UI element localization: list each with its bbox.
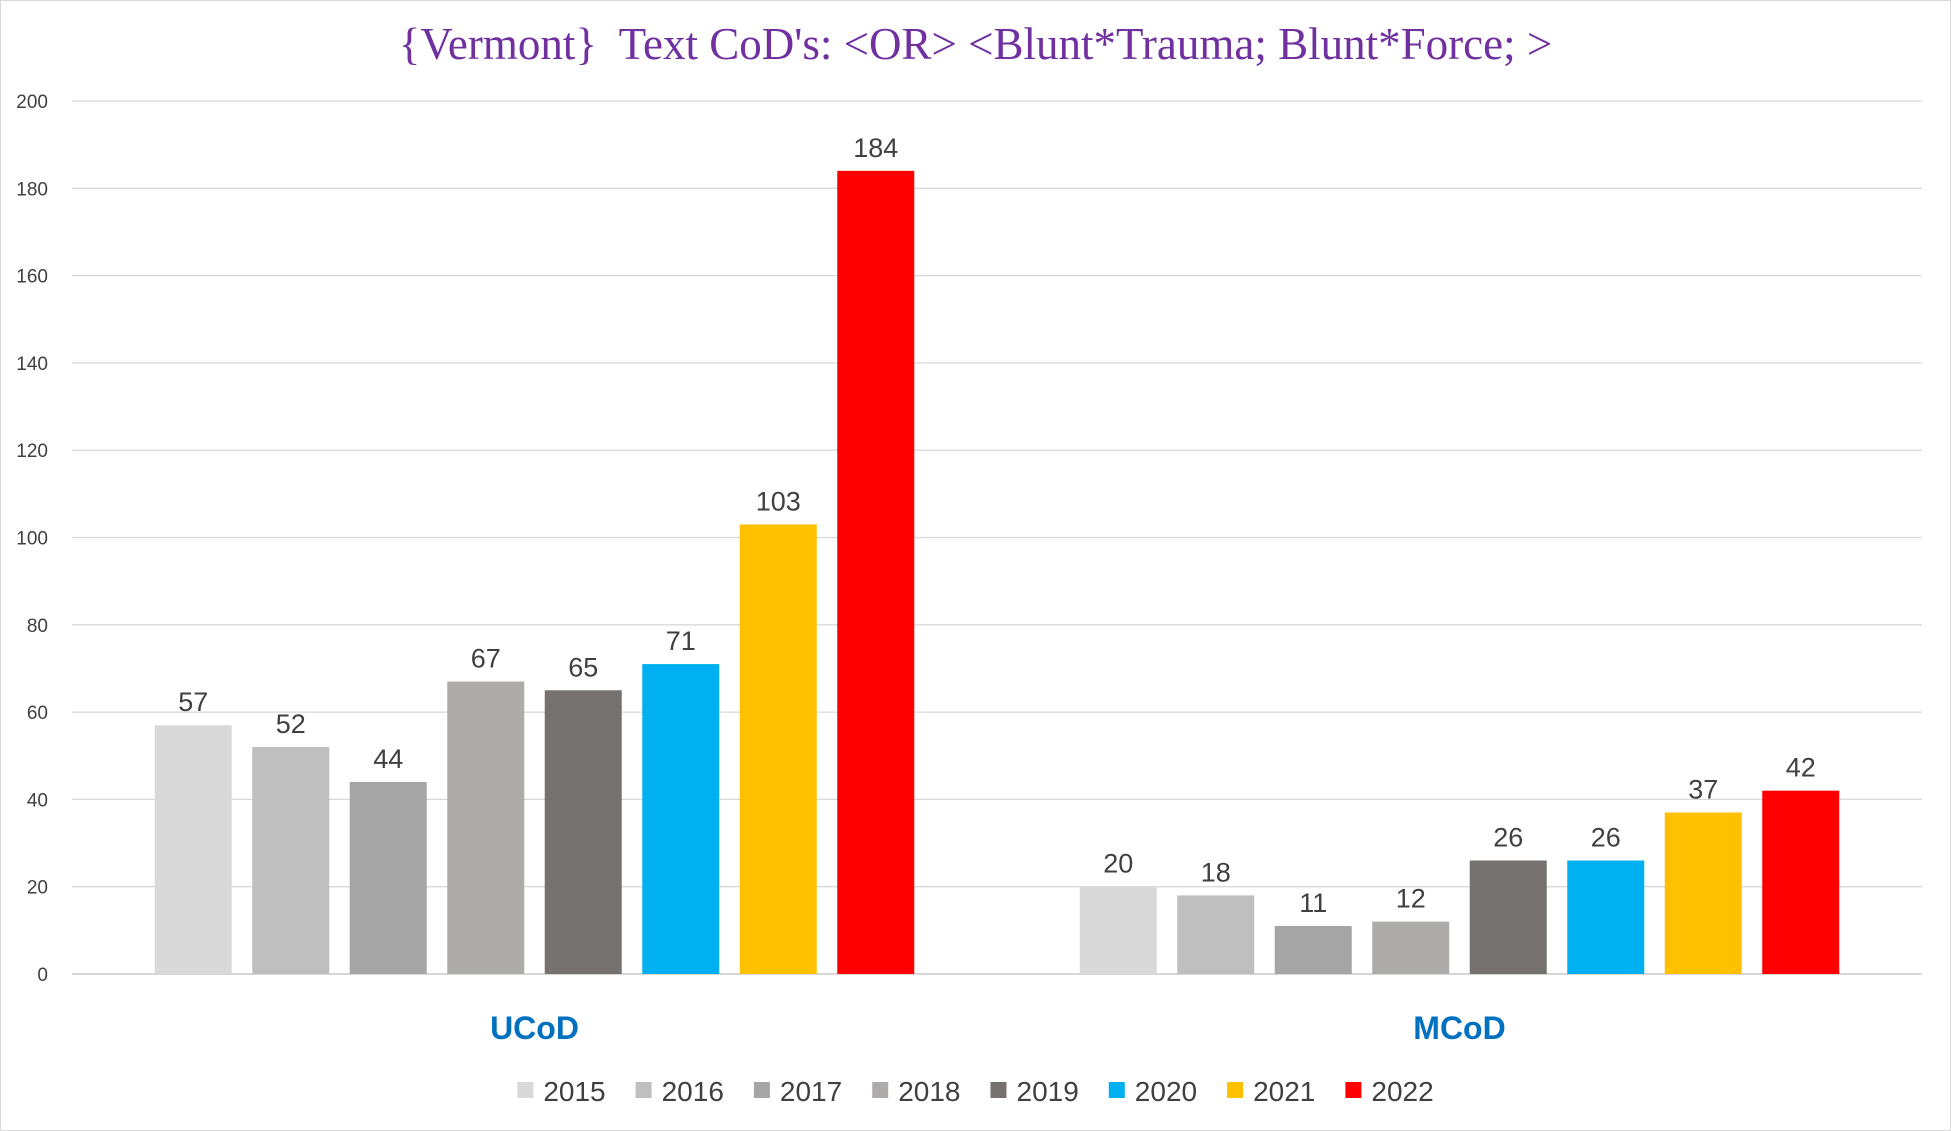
- bar: [1664, 812, 1742, 974]
- bar: [544, 690, 622, 974]
- bar: [154, 725, 232, 974]
- bar: [1274, 925, 1352, 974]
- legend-label: 2019: [1017, 1076, 1079, 1107]
- legend-label: 2022: [1371, 1076, 1433, 1107]
- data-label: 11: [1299, 888, 1327, 918]
- bar: [1762, 790, 1840, 974]
- legend-swatch: [517, 1082, 534, 1098]
- data-label: 12: [1396, 884, 1426, 914]
- data-label: 26: [1591, 823, 1621, 853]
- bar: [1177, 895, 1255, 974]
- data-label: 18: [1201, 857, 1231, 887]
- bar: [739, 524, 817, 974]
- legend-swatch: [1227, 1082, 1244, 1098]
- data-label: 52: [276, 709, 306, 739]
- data-label: 184: [853, 133, 898, 163]
- legend-swatch: [1345, 1082, 1362, 1098]
- y-tick-label: 80: [27, 616, 48, 637]
- y-tick-label: 140: [16, 354, 48, 375]
- legend-label: 2017: [780, 1076, 842, 1107]
- data-label: 57: [178, 687, 208, 717]
- legend-label: 2021: [1253, 1076, 1315, 1107]
- bar: [1079, 886, 1157, 974]
- legend-swatch: [753, 1082, 770, 1098]
- bar: [447, 681, 525, 974]
- legend-swatch: [872, 1082, 889, 1098]
- legend-label: 2020: [1135, 1076, 1197, 1107]
- legend-swatch: [1108, 1082, 1125, 1098]
- bar: [837, 170, 915, 975]
- y-tick-label: 0: [37, 965, 48, 986]
- data-label: 42: [1786, 753, 1816, 783]
- y-tick-label: 180: [16, 179, 48, 200]
- category-label: MCoD: [1413, 1010, 1505, 1046]
- legend-label: 2018: [898, 1076, 960, 1107]
- data-label: 44: [373, 744, 403, 774]
- legend-swatch: [990, 1082, 1007, 1098]
- legend-label: 2015: [543, 1076, 605, 1107]
- y-tick-label: 100: [16, 529, 48, 550]
- data-label: 26: [1493, 823, 1523, 853]
- data-label: 20: [1103, 849, 1133, 879]
- legend-swatch: [635, 1082, 652, 1098]
- legend-label: 2016: [662, 1076, 724, 1107]
- bar: [642, 664, 720, 974]
- chart-title: {Vermont} Text CoD's: <OR> <Blunt*Trauma…: [398, 19, 1553, 69]
- y-tick-label: 120: [16, 441, 48, 462]
- y-tick-label: 20: [27, 878, 48, 899]
- data-label: 37: [1688, 774, 1718, 804]
- category-label: UCoD: [490, 1010, 579, 1046]
- data-label: 103: [756, 486, 801, 516]
- data-label: 65: [568, 652, 598, 682]
- data-label: 71: [666, 626, 696, 656]
- bar: [1372, 921, 1450, 974]
- bar: [1567, 860, 1645, 974]
- bar: [349, 781, 427, 974]
- y-tick-label: 60: [27, 703, 48, 724]
- y-tick-label: 40: [27, 790, 48, 811]
- bar: [252, 747, 330, 974]
- bar: [1469, 860, 1547, 974]
- y-tick-label: 160: [16, 267, 48, 288]
- data-label: 67: [471, 644, 501, 674]
- y-tick-label: 200: [16, 92, 48, 113]
